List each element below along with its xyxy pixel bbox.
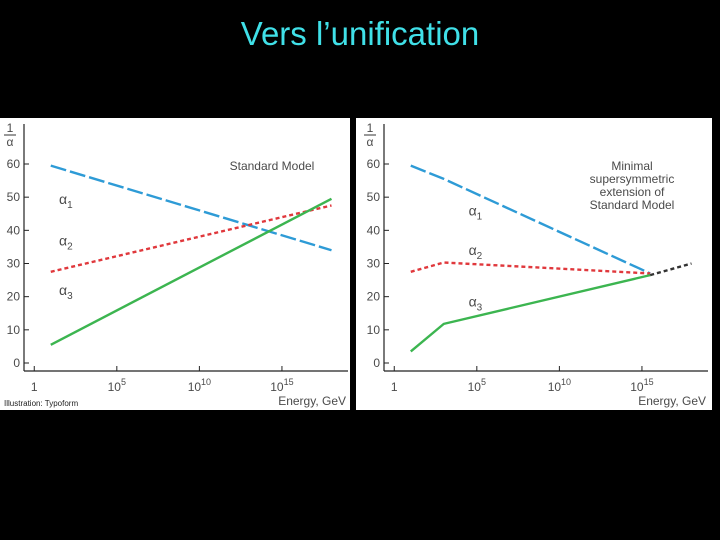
- y-tick-label: 30: [7, 257, 21, 271]
- chart-annotation: Standard Model: [230, 159, 315, 173]
- series-line-unified: [649, 262, 692, 277]
- y-tick-label: 20: [367, 290, 381, 304]
- figure-credit: Illustration: Typoform: [4, 399, 78, 408]
- y-label-numerator: 1: [367, 121, 374, 135]
- x-tick-label: 1015: [630, 377, 653, 394]
- y-tick-label: 60: [367, 157, 381, 171]
- x-tick-label: 1010: [548, 377, 571, 394]
- chart-annotation: Standard Model: [590, 198, 675, 212]
- series-line-alpha3: [50, 197, 333, 346]
- series-label-alpha3: α3: [59, 282, 73, 302]
- y-tick-label: 0: [373, 356, 380, 370]
- series-line-alpha2: [410, 261, 651, 275]
- series-label-alpha1: α1: [59, 191, 73, 211]
- y-label-denominator: α: [7, 135, 14, 149]
- chart-divider: [350, 118, 356, 410]
- y-tick-label: 40: [367, 223, 381, 237]
- slide-title: Vers l’unification: [240, 15, 480, 52]
- chart-annotation: Minimal: [611, 159, 652, 173]
- x-tick-label: 1015: [270, 377, 293, 394]
- y-tick-label: 40: [7, 223, 21, 237]
- series-label-alpha2: α2: [469, 242, 483, 262]
- y-tick-label: 50: [367, 190, 381, 204]
- y-tick-label: 0: [13, 356, 20, 370]
- x-axis-label: Energy, GeV: [638, 394, 706, 408]
- y-tick-label: 10: [7, 323, 21, 337]
- series-label-alpha2: α2: [59, 232, 73, 252]
- figure-panel: Illustration: Typoform 1 α 0 10 20 30 40 50 60 1 1…: [0, 118, 712, 410]
- x-tick-label: 105: [108, 377, 126, 394]
- series-line-alpha1: [50, 164, 332, 252]
- series-label-alpha3: α3: [469, 294, 483, 314]
- y-tick-label: 20: [7, 290, 21, 304]
- chart-annotation: supersymmetric: [590, 172, 675, 186]
- y-tick-label: 50: [7, 190, 21, 204]
- x-tick-label: 1: [31, 380, 38, 394]
- y-tick-label: 30: [367, 257, 381, 271]
- y-tick-label: 60: [7, 157, 21, 171]
- x-tick-label: 105: [468, 377, 486, 394]
- series-label-alpha1: α1: [469, 202, 483, 222]
- x-tick-label: 1: [391, 380, 398, 394]
- y-label-denominator: α: [367, 135, 374, 149]
- x-tick-label: 1010: [188, 377, 211, 394]
- series-line-alpha1: [410, 164, 651, 275]
- series-line-alpha3: [410, 273, 651, 353]
- y-tick-label: 10: [367, 323, 381, 337]
- y-label-numerator: 1: [7, 121, 14, 135]
- chart-annotation: extension of: [600, 185, 665, 199]
- x-axis-label: Energy, GeV: [278, 394, 346, 408]
- series-line-alpha2: [50, 204, 332, 273]
